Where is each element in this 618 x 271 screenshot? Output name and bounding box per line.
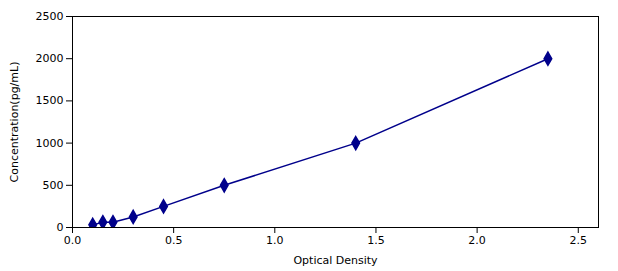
svg-text:Optical Density: Optical Density xyxy=(293,254,378,267)
svg-text:0.5: 0.5 xyxy=(165,234,183,247)
svg-text:500: 500 xyxy=(43,179,64,192)
svg-text:1500: 1500 xyxy=(36,94,64,107)
svg-text:0.0: 0.0 xyxy=(64,234,82,247)
svg-text:1.0: 1.0 xyxy=(266,234,284,247)
svg-text:0: 0 xyxy=(57,221,64,234)
svg-text:2500: 2500 xyxy=(36,10,64,23)
svg-text:Concentration(pg/mL): Concentration(pg/mL) xyxy=(8,62,21,183)
svg-text:1000: 1000 xyxy=(36,137,64,150)
svg-text:2000: 2000 xyxy=(36,52,64,65)
svg-text:2.0: 2.0 xyxy=(468,234,486,247)
svg-text:1.5: 1.5 xyxy=(367,234,385,247)
svg-text:2.5: 2.5 xyxy=(570,234,588,247)
